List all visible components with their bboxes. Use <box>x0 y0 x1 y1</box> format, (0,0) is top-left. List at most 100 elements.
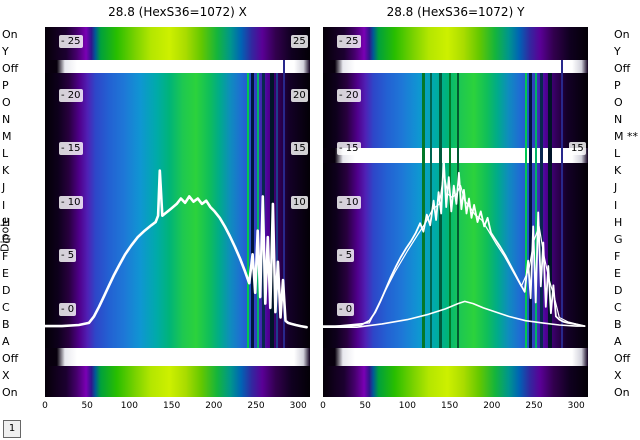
noise-stripe <box>525 73 527 348</box>
dipole-row-label: C <box>614 300 622 314</box>
dipole-row-label: O <box>2 96 11 110</box>
dipole-row-label: L <box>2 147 9 161</box>
dipole-row-label: On <box>2 386 18 400</box>
x-tick-label: 0 <box>320 401 326 411</box>
y-tick-label-right: 10 <box>291 195 308 209</box>
dipole-row-label: J <box>2 181 6 195</box>
noise-stripe <box>548 73 552 348</box>
dipole-row-label: N <box>2 113 11 127</box>
dipole-row-label: E <box>2 266 9 280</box>
heatmap-panel-y: - 25- 20- 15- 10- 5- 0 15 0 50 100 150 200 250 3… <box>320 27 588 411</box>
y-tick-label: - 5 <box>337 249 355 263</box>
heatmap-band-gap <box>323 148 588 163</box>
dipole-row-label: F <box>2 249 9 263</box>
dipole-row-label: G <box>614 232 623 246</box>
x-tick-label: 50 <box>81 401 93 411</box>
dipole-row-label: L <box>614 147 621 161</box>
dipole-row-label: M <box>2 130 12 144</box>
dipole-row-label: P <box>2 79 9 93</box>
dipole-labels-left: On Y Off P O N M L K J I H G F E D C B A Off X On <box>2 0 22 440</box>
heatmap-band-gap <box>45 60 310 73</box>
x-tick-label: 200 <box>205 401 223 411</box>
dipole-row-label: On <box>2 28 18 41</box>
heatmap-panel-x: - 25- 20- 15- 10- 5- 0 25 20 15 10 0 50 100 150 2… <box>42 27 310 411</box>
x-tick-label: 150 <box>441 401 459 411</box>
reference-curve <box>323 300 586 329</box>
dipole-row-label: Off <box>614 62 631 76</box>
x-tick-label: 200 <box>483 401 501 411</box>
noise-stripe <box>257 73 259 348</box>
dipole-row-label: M ** <box>614 130 638 144</box>
dipole-row-label: X <box>2 369 10 382</box>
y-tick-label: - 0 <box>59 303 77 316</box>
dipole-row-label: A <box>2 334 10 348</box>
y-tick-label: - 5 <box>59 249 77 263</box>
dipole-row-label: B <box>2 317 10 331</box>
dipole-row-label: O <box>614 96 623 110</box>
x-tick-label: 250 <box>247 401 265 411</box>
beam-profile-y-secondary <box>323 172 586 328</box>
noise-stripe <box>449 73 451 348</box>
y-tick-label: - 25 <box>337 35 361 48</box>
heatmap-band-body <box>323 73 588 348</box>
noise-stripe <box>529 73 532 348</box>
dipole-row-label: G <box>2 232 11 246</box>
noise-stripe <box>251 73 254 348</box>
x-tick-label: 50 <box>359 401 371 411</box>
heatmap-band-gap <box>323 348 588 366</box>
heatmap-band-bright <box>323 366 588 397</box>
y-tick-label-right: 15 <box>569 142 586 156</box>
y-tick-label: - 20 <box>59 88 83 102</box>
dipole-row-label: F <box>614 249 621 263</box>
heatmap-band-bright <box>45 366 310 397</box>
panel-x-title: 28.8 (HexS36=1072) X <box>108 5 247 19</box>
dipole-row-label: X <box>614 369 622 382</box>
heatmap-band-gap <box>323 60 588 73</box>
noise-stripe <box>561 60 563 348</box>
y-tick-label: - 25 <box>59 35 83 48</box>
dipole-row-label: E <box>614 266 621 280</box>
y-tick-label-right: 20 <box>291 88 308 102</box>
dipole-row-label: H <box>614 215 623 229</box>
page-indicator[interactable]: 1 <box>3 420 21 438</box>
dipole-row-label: H <box>2 215 11 229</box>
y-tick-label: - 10 <box>59 195 83 209</box>
y-tick-label: - 15 <box>337 142 361 156</box>
noise-stripe <box>276 73 278 348</box>
beam-profile-x <box>45 169 308 329</box>
y-tick-label: - 15 <box>59 142 83 156</box>
x-tick-label: 300 <box>289 401 307 411</box>
noise-stripe <box>457 73 459 348</box>
x-tick-label: 250 <box>525 401 543 411</box>
beam-profile-y <box>323 156 586 328</box>
dipole-row-label: D <box>614 283 623 297</box>
noise-stripe <box>535 73 537 348</box>
profile-curves <box>45 169 308 329</box>
dipole-row-label: I <box>2 198 6 212</box>
dipole-row-label: K <box>2 164 10 178</box>
x-tick-label: 100 <box>120 401 138 411</box>
y-tick-label: - 20 <box>337 88 361 102</box>
noise-stripe <box>430 73 432 348</box>
dipole-row-label: N <box>614 113 623 127</box>
dipole-row-label: B <box>614 317 622 331</box>
noise-stripe <box>283 60 285 348</box>
dipole-row-label: Off <box>2 62 19 76</box>
noise-stripe <box>422 73 425 348</box>
profile-curves <box>323 156 586 329</box>
dipole-row-label: D <box>2 283 11 297</box>
dipole-row-label: A <box>614 334 622 348</box>
dipole-row-label: Y <box>2 45 9 59</box>
heatmap-band-gap <box>45 348 310 366</box>
x-tick-label: 150 <box>163 401 181 411</box>
dipole-row-label: J <box>614 181 618 195</box>
panel-y-title: 28.8 (HexS36=1072) Y <box>386 5 525 19</box>
noise-stripe <box>540 73 543 348</box>
dipole-row-label: On <box>614 28 630 41</box>
y-tick-label: - 0 <box>337 303 355 316</box>
dipole-row-label: K <box>614 164 622 178</box>
dipole-row-label: Y <box>614 45 621 59</box>
heatmap-band-bright <box>323 27 588 60</box>
dipole-row-label: P <box>614 79 621 93</box>
y-tick-label-right: 25 <box>291 35 308 48</box>
